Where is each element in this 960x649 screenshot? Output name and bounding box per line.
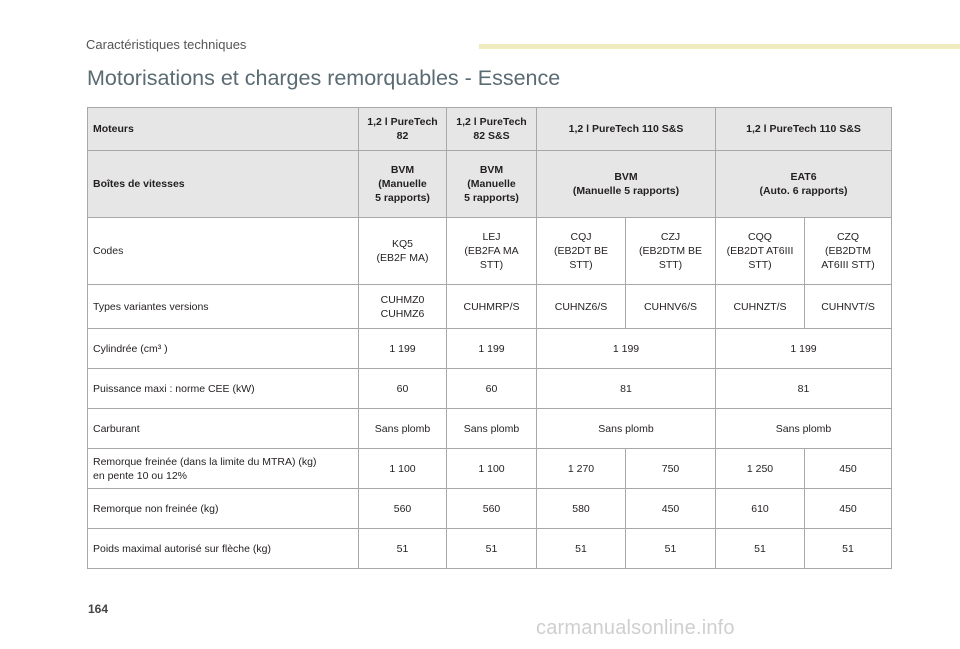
table-cell: 51 (536, 528, 626, 569)
table-cell: 81 (715, 368, 893, 409)
table-cell: 1 250 (715, 448, 806, 489)
table-cell: 1,2 l PureTech 82 S&S (446, 107, 537, 151)
row-label: Boîtes de vitesses (87, 150, 359, 218)
table-cell: 610 (715, 488, 806, 529)
row-label: Types variantes versions (87, 284, 359, 329)
row-label: Carburant (87, 408, 359, 449)
table-cell: 51 (446, 528, 537, 569)
table-cell: LEJ (EB2FA MA STT) (446, 217, 537, 285)
row-label: Moteurs (87, 107, 359, 151)
table-cell: 1 100 (446, 448, 537, 489)
table-cell: CUHNZT/S (715, 284, 806, 329)
table-cell: BVM (Manuelle 5 rapports) (358, 150, 447, 218)
table-row-poids-fleche: Poids maximal autorisé sur flèche (kg) 5… (87, 528, 893, 569)
table-cell: 51 (624, 528, 717, 569)
table-cell: 51 (804, 528, 893, 569)
row-label: Remorque freinée (dans la limite du MTRA… (87, 448, 359, 489)
table-cell: Sans plomb (715, 408, 893, 449)
table-cell: CUHNV6/S (624, 284, 717, 329)
table-cell: CZQ (EB2DTM AT6III STT) (804, 217, 893, 285)
table-row-remorque-non-freinee: Remorque non freinée (kg) 560 560 580 45… (87, 488, 893, 529)
table-cell: Sans plomb (358, 408, 447, 449)
table-cell: 60 (358, 368, 447, 409)
table-cell: 1 100 (358, 448, 447, 489)
table-cell: CUHMZ0 CUHMZ6 (358, 284, 447, 329)
table-cell: 1,2 l PureTech 110 S&S (535, 107, 717, 151)
table-cell: 450 (804, 488, 893, 529)
row-label: Cylindrée (cm³ ) (87, 328, 359, 369)
page-title: Motorisations et charges remorquables - … (87, 66, 561, 90)
table-row-boites: Boîtes de vitesses BVM (Manuelle 5 rappo… (87, 150, 893, 218)
table-cell: 81 (535, 368, 717, 409)
table-cell: 1 199 (358, 328, 447, 369)
table-row-moteurs: Moteurs 1,2 l PureTech 82 1,2 l PureTech… (87, 107, 893, 151)
table-row-remorque-freinee: Remorque freinée (dans la limite du MTRA… (87, 448, 893, 489)
table-cell: 1,2 l PureTech 110 S&S (715, 107, 893, 151)
table-cell: 560 (358, 488, 447, 529)
table-row-types: Types variantes versions CUHMZ0 CUHMZ6 C… (87, 284, 893, 329)
table-cell: BVM (Manuelle 5 rapports) (535, 150, 717, 218)
table-row-cylindree: Cylindrée (cm³ ) 1 199 1 199 1 199 1 199 (87, 328, 893, 369)
row-label: Codes (87, 217, 359, 285)
header-accent-bar (479, 44, 960, 49)
table-row-codes: Codes KQ5 (EB2F MA) LEJ (EB2FA MA STT) C… (87, 217, 893, 285)
table-cell: 450 (804, 448, 893, 489)
table-cell: 1 270 (536, 448, 626, 489)
table-row-puissance: Puissance maxi : norme CEE (kW) 60 60 81… (87, 368, 893, 409)
table-cell: 1,2 l PureTech 82 (358, 107, 447, 151)
table-cell: 60 (446, 368, 537, 409)
table-cell: 1 199 (715, 328, 893, 369)
page-number: 164 (88, 602, 109, 616)
table-cell: 1 199 (446, 328, 537, 369)
section-header: Caractéristiques techniques (86, 37, 247, 52)
specifications-table: Moteurs 1,2 l PureTech 82 1,2 l PureTech… (87, 107, 893, 569)
table-cell: 51 (715, 528, 806, 569)
table-cell: CUHMRP/S (446, 284, 537, 329)
table-cell: 580 (536, 488, 626, 529)
table-cell: KQ5 (EB2F MA) (358, 217, 447, 285)
table-cell: CZJ (EB2DTM BE STT) (624, 217, 717, 285)
table-cell: Sans plomb (446, 408, 537, 449)
row-label: Remorque non freinée (kg) (87, 488, 359, 529)
row-label: Puissance maxi : norme CEE (kW) (87, 368, 359, 409)
table-cell: CUHNZ6/S (536, 284, 626, 329)
table-cell: CQJ (EB2DT BE STT) (536, 217, 626, 285)
table-cell: CQQ (EB2DT AT6III STT) (715, 217, 806, 285)
table-cell: 560 (446, 488, 537, 529)
table-row-carburant: Carburant Sans plomb Sans plomb Sans plo… (87, 408, 893, 449)
table-cell: 51 (358, 528, 447, 569)
table-cell: 450 (624, 488, 717, 529)
watermark: carmanualsonline.info (536, 617, 735, 639)
table-cell: Sans plomb (535, 408, 717, 449)
row-label: Poids maximal autorisé sur flèche (kg) (87, 528, 359, 569)
table-cell: BVM (Manuelle 5 rapports) (446, 150, 537, 218)
table-cell: CUHNVT/S (804, 284, 893, 329)
table-cell: EAT6 (Auto. 6 rapports) (715, 150, 893, 218)
table-cell: 1 199 (535, 328, 717, 369)
table-cell: 750 (624, 448, 717, 489)
